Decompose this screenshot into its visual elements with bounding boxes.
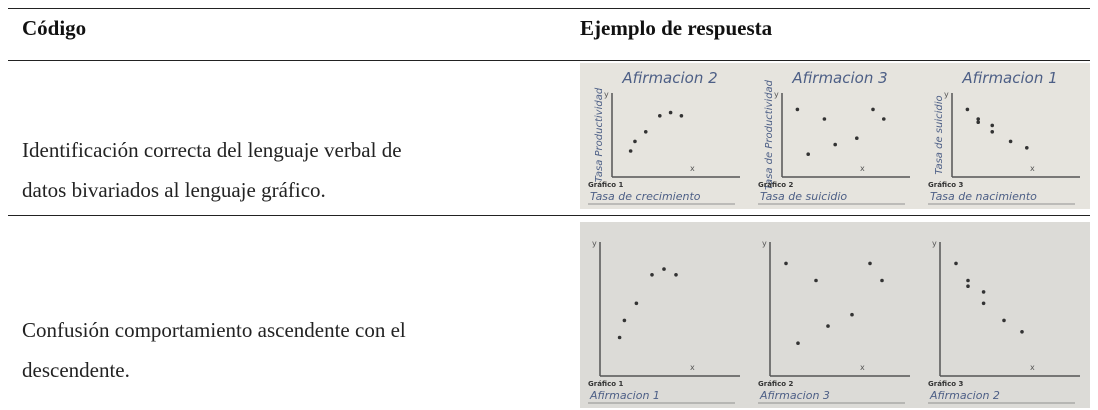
sketch-dot (814, 278, 818, 283)
sketch-dot (622, 318, 627, 323)
axis-letter: x (690, 164, 695, 173)
sketch-dot (643, 130, 648, 134)
handwritten-caption: Tasa de nacimiento (930, 190, 1037, 203)
row-rule (8, 215, 1090, 216)
sketch-dot (806, 152, 810, 156)
handwritten-y-label: Tasa Productividad (594, 87, 605, 182)
sketch-dot (658, 114, 662, 118)
sketch-dot (990, 130, 995, 134)
sketch-dot (990, 123, 995, 128)
sketch-dot (628, 149, 633, 153)
axis-letter: x (860, 363, 865, 372)
header-example: Ejemplo de respuesta (580, 16, 773, 40)
handwritten-caption: Tasa de crecimiento (590, 190, 701, 203)
sketch-dot (882, 117, 886, 121)
photo-background (580, 222, 1090, 408)
graph-label: Gráfico 1 (588, 380, 624, 388)
axis-letter: x (1030, 164, 1035, 173)
sketch-dot (617, 335, 622, 340)
sketch-dot (871, 107, 875, 112)
sketch-dot (662, 267, 666, 271)
axis-letter: x (1030, 363, 1035, 372)
sketch-dot (954, 261, 958, 266)
header-rule (8, 60, 1090, 61)
handwritten-heading: Afirmacion 3 (791, 69, 887, 87)
sketch-dot (976, 117, 980, 121)
sketch-dot (668, 110, 673, 115)
handwritten-caption: Tasa de suicidio (760, 190, 847, 203)
row-code: Confusión comportamiento ascendente con … (22, 318, 406, 382)
sketch-dot (981, 301, 986, 306)
handwritten-caption: Afirmacion 2 (929, 389, 1000, 402)
handwritten-heading: Afirmacion 2 (621, 69, 717, 87)
sketch-dot (1025, 146, 1029, 150)
sketch-dot (784, 261, 788, 266)
sketch-dot (850, 312, 854, 317)
handwritten-caption: Afirmacion 1 (589, 389, 660, 402)
graph-label: Gráfico 2 (758, 181, 794, 189)
sketch-dot (1008, 139, 1013, 144)
axis-letter: y (762, 239, 767, 248)
sketch-dot (674, 273, 678, 277)
row-code: Identificación correcta del lenguaje ver… (22, 138, 402, 202)
sketch-dot (981, 290, 986, 294)
axis-letter: x (690, 363, 695, 372)
sketch-dot (855, 136, 859, 140)
sketch-dot (679, 114, 684, 118)
handwritten-heading: Afirmacion 1 (961, 69, 1057, 87)
axis-letter: y (944, 90, 949, 99)
sketch-dot (965, 107, 970, 112)
top-rule (8, 8, 1090, 9)
sketch-dot (650, 273, 654, 277)
graph-label: Gráfico 3 (928, 181, 964, 189)
photo-background (580, 63, 1090, 209)
sketch-dot (966, 278, 970, 283)
sketch-dot (634, 301, 639, 306)
sketch-dot (796, 341, 800, 345)
graph-label: Gráfico 3 (928, 380, 964, 388)
handwritten-y-label: Tasa de suicidio (934, 95, 945, 174)
axis-letter: x (860, 164, 865, 173)
sketch-dot (795, 107, 800, 112)
sketch-dot (822, 117, 827, 121)
sketch-dot (880, 278, 884, 283)
sketch-dot (976, 120, 980, 124)
sketch-dot (833, 142, 837, 147)
graph-label: Gráfico 1 (588, 181, 624, 189)
handwritten-caption: Afirmacion 3 (759, 389, 830, 402)
graph-label: Gráfico 2 (758, 380, 794, 388)
sketch-dot (1002, 318, 1006, 323)
sketch-dot (868, 261, 872, 266)
axis-letter: y (592, 239, 597, 248)
sketch-dot (633, 139, 637, 144)
axis-letter: y (932, 239, 937, 248)
sketch-dot (1020, 330, 1024, 334)
sketch-dot (966, 284, 970, 288)
handwritten-y-label: Tasa de Productividad (764, 79, 775, 190)
axis-letter: y (604, 90, 609, 99)
axis-letter: y (774, 90, 779, 99)
sketch-dot (826, 324, 830, 328)
header-code: Código (22, 16, 87, 40)
